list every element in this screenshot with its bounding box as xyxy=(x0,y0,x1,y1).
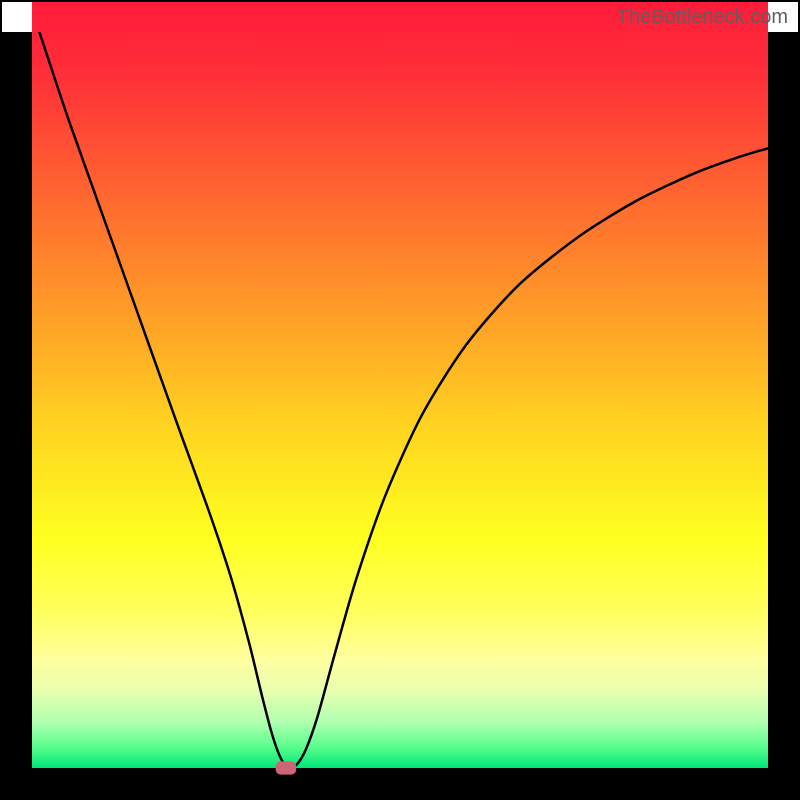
chart-container: TheBottleneck.com xyxy=(0,0,800,800)
plot-background xyxy=(32,0,768,768)
marker-layer xyxy=(276,761,297,774)
watermark-text: TheBottleneck.com xyxy=(617,6,788,29)
optimal-marker xyxy=(276,761,297,774)
bottleneck-chart xyxy=(0,0,800,800)
